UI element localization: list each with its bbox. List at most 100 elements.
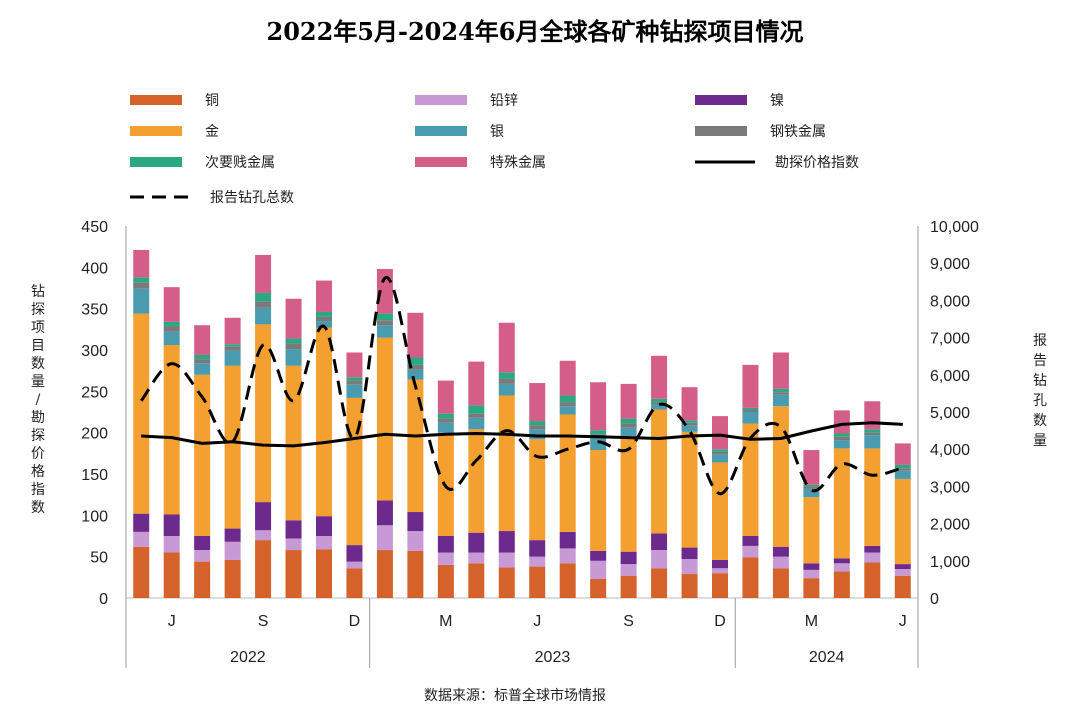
bar-segment <box>590 382 607 431</box>
bar-segment <box>833 436 850 441</box>
bar-segment <box>803 486 820 489</box>
left-tick-label: 450 <box>81 219 108 236</box>
bar-segment <box>316 316 332 322</box>
bar-segment <box>437 380 454 414</box>
bar-segment <box>468 405 485 414</box>
left-tick-label: 400 <box>81 260 108 277</box>
bar-segment <box>133 513 150 532</box>
left-tick-label: 200 <box>81 426 108 443</box>
bar-segment <box>620 564 637 576</box>
left-tick-label: 350 <box>81 302 108 319</box>
bar-segment <box>346 384 363 398</box>
bar-segment <box>864 432 881 436</box>
bar-segment <box>346 352 363 378</box>
left-tick-label: 150 <box>81 467 108 484</box>
bar-segment <box>224 365 241 529</box>
bar-segment <box>163 552 180 598</box>
month-label: M <box>439 613 452 630</box>
month-label: J <box>899 613 907 630</box>
bar-segment <box>864 448 881 546</box>
bar-segment <box>651 550 668 569</box>
bar-segment <box>163 536 180 553</box>
bar-segment <box>620 383 637 419</box>
bar-segment <box>651 409 668 534</box>
bar-segment <box>407 369 424 380</box>
bar-segment <box>803 484 820 487</box>
bar-segment <box>498 378 515 384</box>
bar-segment <box>742 557 759 598</box>
bar-segment <box>590 450 607 551</box>
bar-segment <box>529 421 546 426</box>
bar-segment <box>712 449 728 452</box>
bar-segment <box>651 398 668 403</box>
month-label: S <box>623 613 634 630</box>
bar-segment <box>498 395 515 532</box>
bar-segment <box>316 321 332 328</box>
bar-segment <box>376 313 393 321</box>
right-tick-label: 3,000 <box>930 479 970 496</box>
left-tick-label: 0 <box>99 591 108 608</box>
bar-segment <box>376 550 393 598</box>
bar-segment <box>772 392 789 395</box>
legend-label: 钢铁金属 <box>770 124 826 140</box>
bar-segment <box>651 533 668 551</box>
bar-segment <box>833 563 850 572</box>
bar-segment <box>894 564 911 570</box>
bar-segment <box>407 550 424 598</box>
bar-segment <box>194 354 211 360</box>
left-axis-title-char: 探 <box>31 428 45 444</box>
legend-label: 金 <box>205 124 219 140</box>
bar-segment <box>590 578 607 598</box>
bar-segment <box>194 359 211 364</box>
legend-swatch <box>130 126 182 136</box>
bar-segment <box>316 536 332 550</box>
bar-segment <box>803 578 820 598</box>
bar-segment <box>864 562 881 598</box>
bar-segment <box>833 448 850 559</box>
bar-segment <box>772 388 789 393</box>
left-tick-label: 100 <box>81 508 108 525</box>
bar-segment <box>712 573 728 598</box>
bar-segment <box>894 575 911 598</box>
bar-segment <box>407 531 424 551</box>
bar-segment <box>498 383 515 396</box>
bar-segment <box>559 360 576 396</box>
right-tick-label: 10,000 <box>930 219 979 236</box>
bar-segment <box>529 425 546 430</box>
bar-segment <box>407 379 424 513</box>
price-index-line <box>141 421 903 448</box>
bar-segment <box>712 416 728 450</box>
bar-segment <box>468 563 485 598</box>
legend-swatch <box>415 157 467 167</box>
legend-label: 次要贱金属 <box>205 155 275 171</box>
bar-segment <box>742 545 759 558</box>
bar-segment <box>894 470 911 479</box>
left-axis-title-char: 量 <box>31 374 45 390</box>
bar-segment <box>224 541 241 560</box>
bar-segment <box>529 383 546 422</box>
left-axis-title-char: 钻 <box>31 284 45 300</box>
bar-segment <box>559 406 576 415</box>
right-tick-label: 0 <box>930 591 939 608</box>
bar-segment <box>529 566 546 598</box>
right-axis-title-char: 量 <box>1033 433 1047 449</box>
bar-segment <box>285 550 302 598</box>
bar-segment <box>316 311 332 317</box>
bar-segment <box>742 412 759 424</box>
bar-segment <box>224 350 241 366</box>
right-axis-title-char: 孔 <box>1033 393 1047 409</box>
bar-segment <box>742 423 759 536</box>
bar-segment <box>742 536 759 546</box>
legend-swatch <box>415 126 467 136</box>
right-tick-label: 5,000 <box>930 405 970 422</box>
bar-segment <box>864 545 881 553</box>
right-axis-title-char: 报 <box>1033 333 1047 349</box>
bar-segment <box>894 478 911 565</box>
bar-segment <box>316 516 332 536</box>
right-tick-label: 1,000 <box>930 554 970 571</box>
month-label: M <box>805 613 818 630</box>
bar-segment <box>681 420 698 423</box>
legend-swatch <box>695 95 747 105</box>
bar-segment <box>620 435 637 552</box>
bar-segment <box>681 387 698 421</box>
